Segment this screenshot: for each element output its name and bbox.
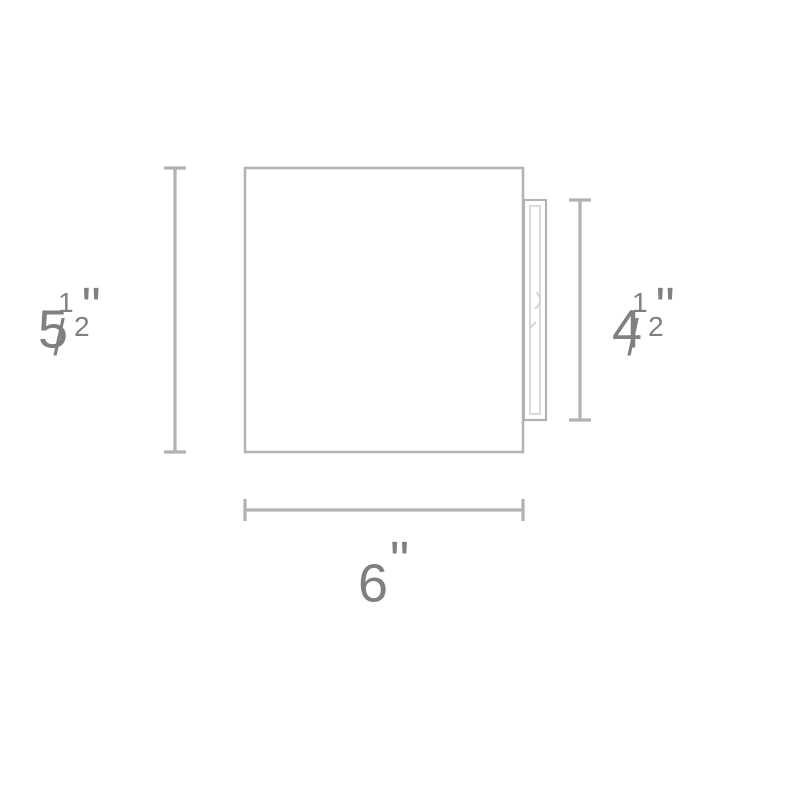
dim-label-width-bottom: 6" (358, 534, 409, 611)
diagram-svg (0, 0, 800, 800)
dimension-diagram: 51/2" 41/2" 6" (0, 0, 800, 800)
dim-label-height-left: 51/2" (38, 280, 101, 357)
dim-label-height-right: 41/2" (612, 280, 675, 357)
